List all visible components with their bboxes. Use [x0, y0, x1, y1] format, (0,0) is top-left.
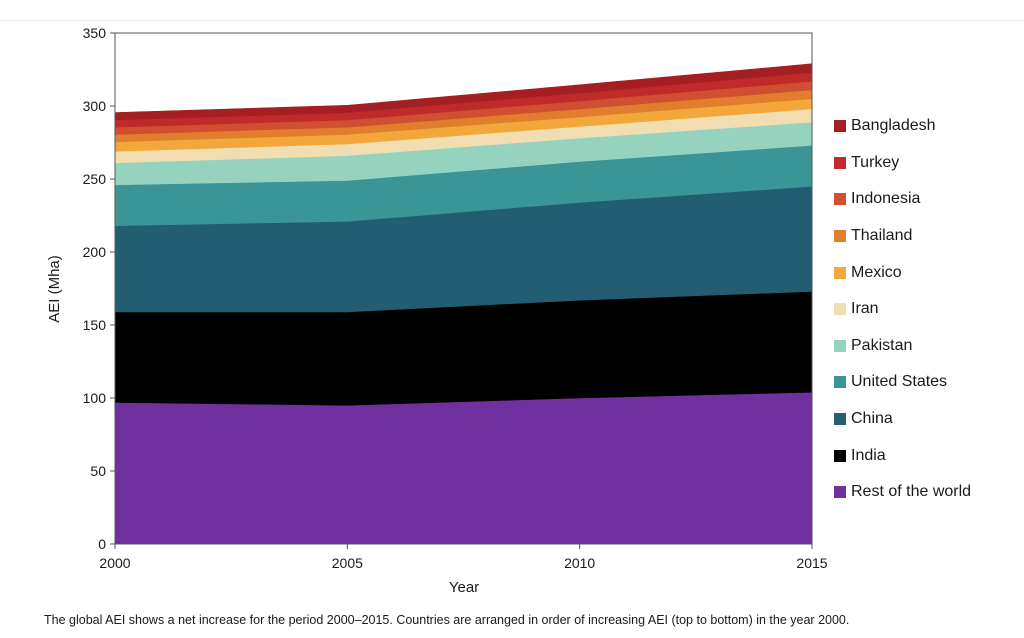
legend-swatch: [834, 449, 846, 462]
y-tick-label: 300: [83, 98, 107, 114]
x-tick-label: 2005: [332, 555, 363, 571]
y-tick-label: 100: [83, 390, 107, 406]
legend-item-iran: Iran: [834, 291, 1019, 328]
area-rest-of-the-world: [114, 391, 813, 545]
legend-swatch: [834, 266, 846, 279]
legend-label: India: [851, 446, 886, 464]
top-divider: [0, 20, 1024, 21]
legend-swatch: [834, 193, 846, 206]
legend-label: Iran: [851, 300, 879, 318]
y-tick-label: 350: [83, 25, 107, 41]
legend-item-turkey: Turkey: [834, 145, 1019, 182]
legend-label: Thailand: [851, 227, 913, 245]
area-layers: [114, 63, 813, 545]
y-tick-label: 0: [98, 536, 106, 552]
legend-swatch: [834, 339, 846, 352]
x-tick-label: 2000: [99, 555, 130, 571]
legend-item-pakistan: Pakistan: [834, 328, 1019, 365]
legend-item-indonesia: Indonesia: [834, 181, 1019, 218]
legend-swatch: [834, 413, 846, 426]
legend-item-bangladesh: Bangladesh: [834, 108, 1019, 145]
x-axis-label: Year: [449, 579, 479, 596]
legend-item-india: India: [834, 437, 1019, 474]
legend-label: Indonesia: [851, 190, 921, 208]
plot-frame: [114, 32, 813, 545]
y-tick-label: 150: [83, 317, 107, 333]
y-tick-label: 250: [83, 171, 107, 187]
legend: Bangladesh Turkey Indonesia Thailand Mexico I…: [834, 108, 1019, 511]
legend-swatch: [834, 376, 846, 389]
legend-item-thailand: Thailand: [834, 218, 1019, 255]
legend-swatch: [834, 120, 846, 133]
legend-swatch: [834, 230, 846, 243]
legend-label: China: [851, 410, 893, 428]
legend-item-china: China: [834, 401, 1019, 438]
legend-label: Mexico: [851, 263, 902, 281]
legend-item-rest-of-the-world: Rest of the world: [834, 474, 1019, 511]
legend-label: Bangladesh: [851, 117, 936, 135]
x-tick-label: 2010: [564, 555, 595, 571]
legend-item-mexico: Mexico: [834, 254, 1019, 291]
y-axis-label: AEI (Mha): [46, 255, 63, 323]
legend-label: United States: [851, 373, 948, 391]
legend-swatch: [834, 303, 846, 316]
figure-caption: The global AEI shows a net increase for …: [44, 613, 850, 627]
legend-swatch: [834, 156, 846, 169]
y-tick-label: 50: [90, 463, 106, 479]
legend-swatch: [834, 486, 846, 499]
axes: 0 50 100 150 200 250 300 350 2000 2005 2010 2015: [83, 25, 828, 571]
legend-label: Turkey: [851, 153, 900, 171]
legend-label: Pakistan: [851, 336, 913, 354]
y-tick-label: 200: [83, 244, 107, 260]
legend-label: Rest of the world: [851, 483, 972, 501]
x-tick-label: 2015: [796, 555, 827, 571]
legend-item-united-states: United States: [834, 364, 1019, 401]
